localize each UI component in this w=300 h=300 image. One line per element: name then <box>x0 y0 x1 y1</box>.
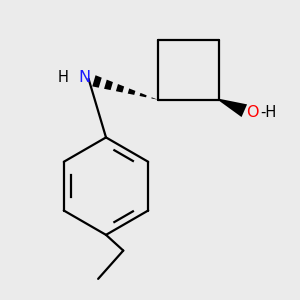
Polygon shape <box>152 97 158 100</box>
Polygon shape <box>104 80 113 90</box>
Text: N: N <box>78 70 90 85</box>
Text: H: H <box>57 70 68 85</box>
Polygon shape <box>140 93 147 97</box>
Polygon shape <box>116 84 124 92</box>
Text: -H: -H <box>261 105 277 120</box>
Polygon shape <box>128 88 135 95</box>
Polygon shape <box>92 75 102 88</box>
Text: O: O <box>246 105 258 120</box>
Polygon shape <box>219 99 247 117</box>
Polygon shape <box>87 73 91 85</box>
